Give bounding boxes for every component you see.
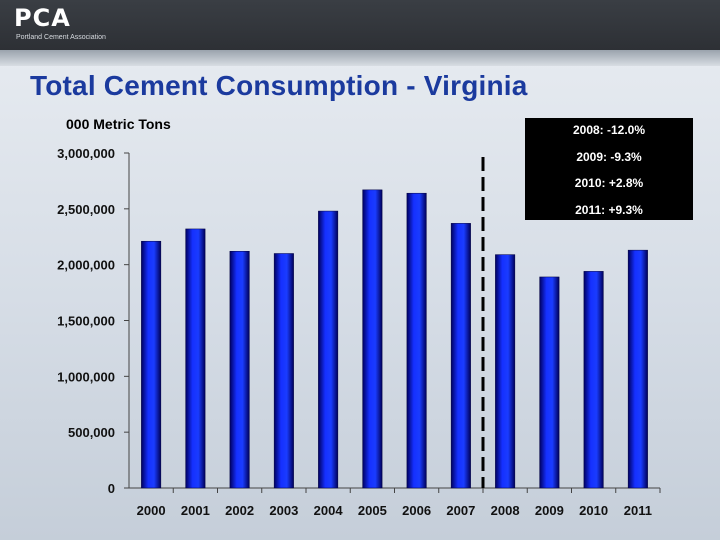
change-2009: 2009: -9.3% <box>576 149 642 164</box>
bar-2004 <box>318 210 339 489</box>
x-tick-label: 2003 <box>269 503 298 518</box>
x-tick-label: 2011 <box>624 503 652 518</box>
bar-series <box>141 189 648 489</box>
bar-2006 <box>406 192 427 489</box>
logo-mark: PCA <box>14 4 71 32</box>
annual-change-box: 2008: -12.0% 2009: -9.3% 2010: +2.8% 201… <box>525 118 693 220</box>
y-tick-label: 500,000 <box>68 425 115 440</box>
y-tick-label: 1,500,000 <box>57 314 115 329</box>
bar-2000 <box>141 240 162 489</box>
change-2011: 2011: +9.3% <box>575 202 643 217</box>
x-tick-label: 2006 <box>402 503 431 518</box>
pca-logo: PCA Portland Cement Association <box>14 4 124 44</box>
chart-title: Total Cement Consumption - Virginia <box>30 70 528 101</box>
x-tick-label: 2007 <box>446 503 475 518</box>
bar-2001 <box>185 228 206 489</box>
x-tick-label: 2009 <box>535 503 564 518</box>
bar-2009 <box>539 276 560 489</box>
y-tick-label: 2,000,000 <box>57 258 115 273</box>
bar-2007 <box>450 223 471 489</box>
x-axis: 2000 2001 2002 2003 2004 2005 2006 2007 2008 2009… <box>129 487 661 518</box>
x-tick-label: 2005 <box>358 503 387 518</box>
change-2008: 2008: -12.0% <box>572 123 646 137</box>
change-2010: 2010: +2.8% <box>574 176 644 190</box>
y-tick-label: 2,500,000 <box>57 202 115 217</box>
logo-subtitle: Portland Cement Association <box>16 34 106 41</box>
x-tick-label: 2001 <box>181 503 210 518</box>
x-tick-label: 2008 <box>491 503 520 518</box>
header-rule <box>0 50 720 66</box>
y-tick-label: 0 <box>108 481 115 496</box>
bar-2010 <box>583 271 604 489</box>
y-tick-label: 1,000,000 <box>57 369 115 384</box>
header-band <box>0 0 720 50</box>
y-tick-label: 3,000,000 <box>57 146 115 161</box>
bar-2002 <box>229 251 250 489</box>
y-axis-units-label: 000 Metric Tons <box>66 116 171 132</box>
bar-2008 <box>495 254 516 489</box>
bar-2003 <box>273 253 294 489</box>
x-tick-label: 2002 <box>225 503 254 518</box>
bar-2011 <box>627 249 648 489</box>
x-tick-label: 2010 <box>579 503 608 518</box>
x-tick-label: 2004 <box>314 503 344 518</box>
y-axis: 0 500,000 1,000,000 1,500,000 2,000,000 2,500… <box>57 146 130 496</box>
bar-2005 <box>362 189 383 489</box>
x-tick-label: 2000 <box>137 503 166 518</box>
